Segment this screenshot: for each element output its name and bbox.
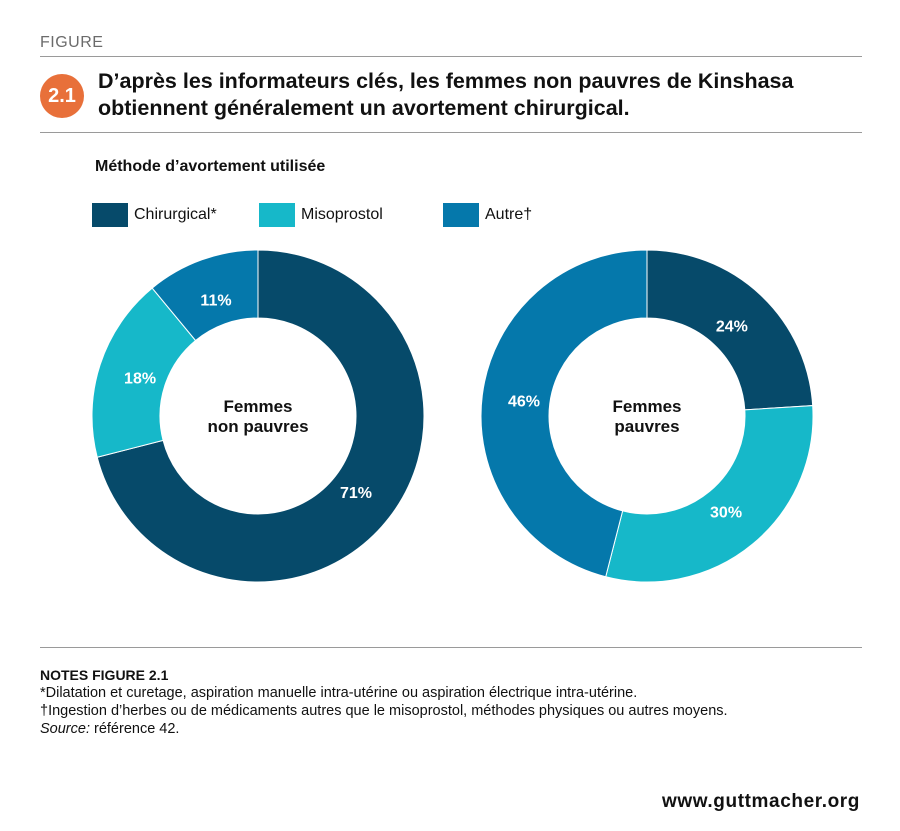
slice-label-autre-chart-2: 46% — [508, 393, 540, 410]
notes-heading: NOTES FIGURE 2.1 — [40, 667, 169, 683]
slice-label-autre-chart-1: 11% — [200, 292, 231, 309]
slice-label-misoprostol-chart-1: 18% — [124, 371, 156, 388]
slice-label-chirurgical-chart-1: 71% — [340, 485, 372, 502]
chart-legend: Chirurgical* Misoprostol Autre† — [0, 203, 900, 229]
top-divider — [40, 56, 862, 57]
center-label-chart-1-line-2: non pauvres — [207, 417, 308, 436]
legend-label-misoprostol: Misoprostol — [301, 206, 383, 223]
slice-label-misoprostol-chart-2: 30% — [710, 505, 742, 522]
note-line-surgical: *Dilatation et curetage, aspiration manu… — [40, 685, 638, 701]
footer-url[interactable]: www.guttmacher.org — [661, 791, 860, 812]
notes-divider — [40, 647, 862, 648]
slice-misoprostol-chart-2 — [605, 405, 814, 583]
legend-swatch-chirurgical — [92, 203, 128, 227]
slice-chirurgical-chart-2 — [646, 249, 814, 411]
legend-item-autre: Autre† — [443, 203, 532, 227]
legend-item-misoprostol: Misoprostol — [259, 203, 383, 227]
title-divider — [40, 132, 862, 133]
chart-subtitle: Méthode d’avortement utilisée — [95, 158, 326, 175]
slice-chirurgical-chart-1 — [96, 249, 425, 583]
slice-autre-chart-2 — [480, 249, 648, 578]
center-label-chart-2-line-1: Femmes — [613, 397, 682, 416]
figure-label: FIGURE — [40, 34, 104, 51]
slice-label-chirurgical-chart-2: 24% — [716, 319, 748, 336]
legend-swatch-autre — [443, 203, 479, 227]
source-label: Source: — [40, 721, 90, 737]
center-label-chart-2-line-2: pauvres — [614, 417, 679, 436]
figure-title: D’après les informateurs clés, les femme… — [98, 69, 794, 120]
note-source: Source: référence 42. — [40, 720, 728, 738]
legend-label-autre: Autre† — [485, 206, 533, 223]
legend-swatch-misoprostol — [259, 203, 295, 227]
legend-label-chirurgical: Chirurgical* — [134, 206, 217, 223]
slice-autre-chart-1 — [151, 249, 259, 342]
figure-number-badge: 2.1 — [40, 74, 84, 118]
figure-notes: NOTES FIGURE 2.1 *Dilatation et curetage… — [40, 666, 728, 738]
source-text: référence 42. — [89, 721, 180, 737]
center-label-chart-1-line-1: Femmes — [224, 397, 293, 416]
legend-item-chirurgical: Chirurgical* — [92, 203, 217, 227]
note-line-other: †Ingestion d’herbes ou de médicaments au… — [40, 703, 728, 719]
